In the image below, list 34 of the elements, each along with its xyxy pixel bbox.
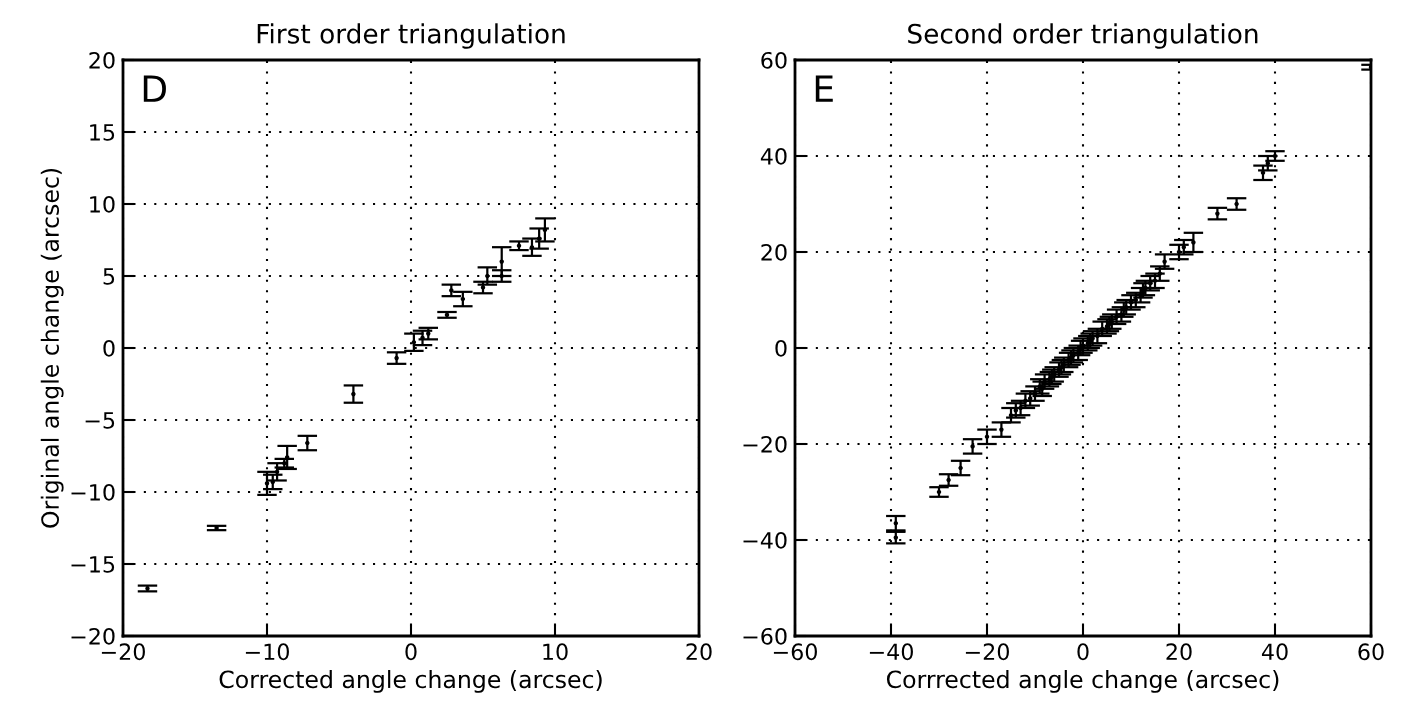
x-tick-label: 60 xyxy=(1358,643,1384,661)
x-tick-label: 10 xyxy=(543,643,568,661)
y-axis-title: Original angle change (arcsec) xyxy=(40,168,64,528)
x-tick-label: −10 xyxy=(245,643,289,661)
x-tick-label: −40 xyxy=(869,643,913,661)
x-tick-label: 0 xyxy=(1077,643,1089,661)
y-tick-label: 5 xyxy=(103,268,115,285)
x-tick-label: 40 xyxy=(1261,643,1288,661)
y-tick-label: −15 xyxy=(71,556,115,573)
annotation: E xyxy=(815,75,833,102)
x-tick-label: 20 xyxy=(1166,643,1192,661)
chart-title: First order triangulation xyxy=(257,23,565,49)
y-tick-label: 10 xyxy=(90,195,115,213)
chart-title: Second order triangulation xyxy=(908,23,1258,49)
x-axis-title: Corrrected angle change (arcsec) xyxy=(886,670,1279,693)
y-tick-label: 0 xyxy=(103,339,115,357)
y-tick-label: −5 xyxy=(85,412,115,429)
y-tick-label: −20 xyxy=(71,627,115,645)
y-tick-label: 20 xyxy=(89,51,115,69)
y-tick-label: 0 xyxy=(775,339,787,357)
x-axis-title: Corrected angle change (arcsec) xyxy=(219,670,602,693)
y-tick-label: 60 xyxy=(761,51,787,69)
y-tick-label: 20 xyxy=(761,243,787,261)
y-tick-label: 40 xyxy=(760,147,787,165)
y-tick-label: 15 xyxy=(90,124,115,141)
y-tick-label: −20 xyxy=(743,435,787,453)
x-tick-label: −20 xyxy=(965,643,1009,661)
y-tick-label: −10 xyxy=(71,483,115,501)
annotation: D xyxy=(143,75,166,102)
x-tick-label: 20 xyxy=(686,643,712,661)
x-tick-label: 0 xyxy=(405,643,417,661)
y-tick-label: −60 xyxy=(743,627,787,645)
y-tick-label: −40 xyxy=(743,531,787,549)
x-tick-label: −60 xyxy=(773,643,817,661)
